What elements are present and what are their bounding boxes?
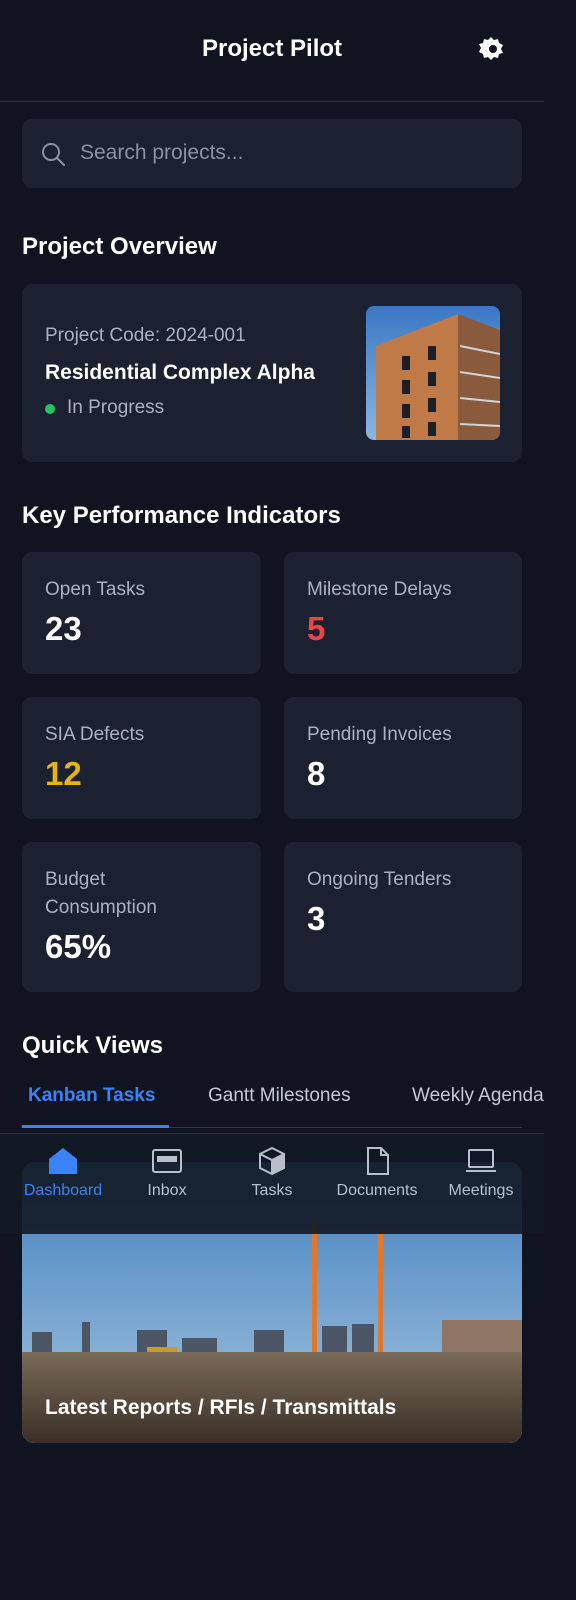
project-card[interactable]: Project Code: 2024-001 Residential Compl…	[22, 284, 522, 462]
tab[interactable]: Gantt Milestones	[208, 1085, 351, 1106]
kpi-label: Ongoing Tenders	[307, 869, 452, 890]
nav-label: Inbox	[147, 1182, 187, 1199]
tab-divider	[22, 1127, 522, 1128]
nav-label: Dashboard	[23, 1182, 103, 1199]
nav-label: Tasks	[251, 1182, 293, 1199]
section-heading: Quick Views	[22, 1032, 163, 1059]
nav-item[interactable]: Inbox	[115, 1134, 219, 1200]
inbox-icon	[152, 1149, 182, 1173]
tasks-icon	[259, 1146, 285, 1176]
tab-indicator	[22, 1125, 169, 1128]
kpi-value: 65%	[45, 928, 112, 965]
search-placeholder: Search projects...	[80, 141, 244, 164]
kpi-card[interactable]: SIA Defects 12	[22, 697, 261, 819]
kpi-value: 8	[307, 755, 326, 792]
kpi-label: Budget Consumption	[45, 869, 157, 918]
kpi-label: Pending Invoices	[307, 724, 452, 745]
bottom-nav: Dashboard Inbox Tasks Documents Meetings	[0, 1133, 544, 1234]
search-icon	[42, 143, 65, 166]
settings-icon[interactable]	[474, 34, 508, 66]
nav-label: Meetings	[448, 1182, 514, 1199]
documents-icon	[367, 1147, 389, 1175]
kpi-card[interactable]: Milestone Delays 5	[284, 552, 522, 674]
section-heading: Project Overview	[22, 233, 217, 260]
kpi-card[interactable]: Ongoing Tenders 3	[284, 842, 522, 992]
kpi-value: 23	[45, 610, 82, 647]
meetings-icon	[466, 1149, 496, 1172]
nav-item[interactable]: Tasks	[220, 1134, 324, 1200]
header: Project Pilot	[0, 0, 544, 102]
tab[interactable]: Weekly Agenda	[412, 1085, 544, 1106]
reports-title: Latest Reports / RFIs / Transmittals	[45, 1396, 397, 1419]
project-code: Project Code: 2024-001	[45, 325, 246, 346]
project-status: In Progress	[67, 397, 165, 418]
kpi-card[interactable]: Pending Invoices 8	[284, 697, 522, 819]
kpi-value: 5	[307, 610, 326, 647]
app-title: Project Pilot	[201, 35, 343, 62]
kpi-label: Open Tasks	[45, 579, 145, 600]
nav-item[interactable]: Meetings	[429, 1134, 533, 1200]
kpi-card[interactable]: Budget Consumption 65%	[22, 842, 261, 992]
kpi-label: Milestone Delays	[307, 579, 452, 600]
kpi-card[interactable]: Open Tasks 23	[22, 552, 261, 674]
project-name: Residential Complex Alpha	[45, 361, 315, 384]
home-icon	[49, 1148, 77, 1174]
kpi-value: 12	[45, 755, 82, 792]
status-dot	[45, 404, 55, 414]
kpi-label: SIA Defects	[45, 724, 145, 745]
section-heading: Key Performance Indicators	[22, 502, 341, 529]
search-box[interactable]: Search projects...	[22, 119, 522, 188]
nav-item-active[interactable]: Dashboard	[11, 1134, 115, 1200]
tab-active[interactable]: Kanban Tasks	[28, 1085, 156, 1106]
nav-item[interactable]: Documents	[325, 1134, 429, 1200]
nav-label: Documents	[336, 1182, 418, 1199]
kpi-value: 3	[307, 900, 326, 937]
project-image	[366, 306, 500, 440]
